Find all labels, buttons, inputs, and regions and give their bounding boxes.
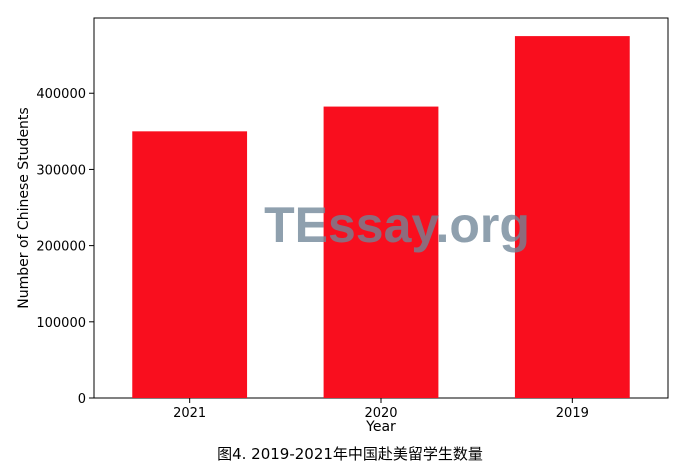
watermark-text: TEssay.org: [264, 197, 530, 253]
y-tick-label: 100000: [36, 316, 86, 331]
figure-caption: 图4. 2019-2021年中国赴美留学生数量: [217, 445, 483, 463]
x-tick-label: 2021: [173, 406, 206, 421]
x-tick-label: 2020: [364, 406, 397, 421]
y-tick-label: 200000: [36, 240, 86, 255]
y-axis-ticks: 0 100000 200000 300000 400000: [36, 87, 94, 407]
bar-2019: [514, 36, 630, 398]
bar-2020: [323, 106, 439, 399]
y-tick-label: 300000: [36, 163, 86, 178]
y-tick-label: 0: [78, 392, 86, 407]
y-tick-label: 400000: [36, 87, 86, 102]
x-tick-label: 2019: [556, 406, 589, 421]
x-axis-title: Year: [365, 419, 396, 435]
bars: [132, 36, 630, 399]
bar-2021: [132, 131, 248, 399]
y-axis-title: Number of Chinese Students: [16, 107, 32, 308]
x-axis-ticks: 2021 2020 2019: [173, 398, 589, 421]
